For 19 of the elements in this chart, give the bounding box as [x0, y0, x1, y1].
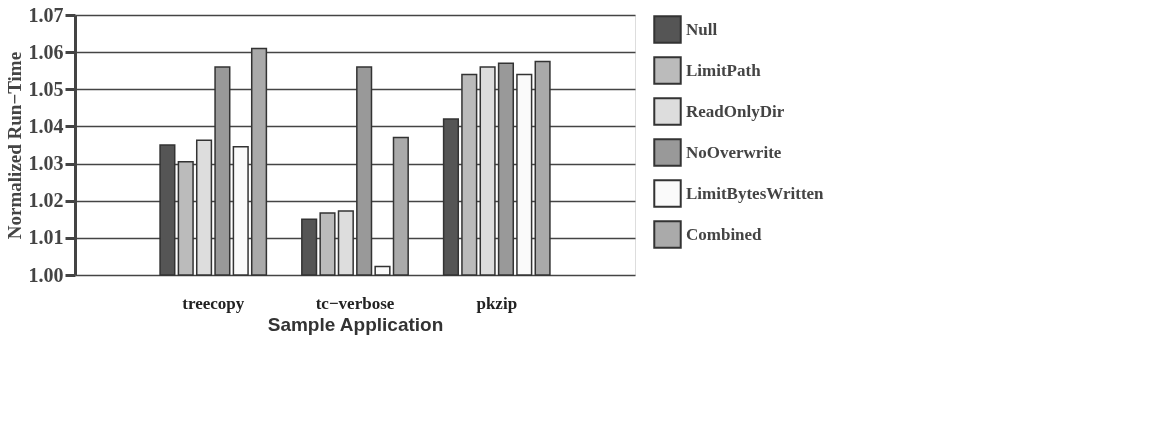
y-axis-title: Normalized Run−Time	[3, 51, 25, 240]
x-axis-title: Sample Application	[267, 313, 444, 335]
y-tick-label: 1.01	[28, 226, 64, 249]
y-tick-label: 1.00	[28, 263, 64, 286]
y-tick-label: 1.07	[28, 3, 64, 26]
legend-label: ReadOnlyDir	[686, 101, 785, 121]
legend-label: LimitPath	[686, 60, 762, 80]
legend-label: Null	[686, 19, 718, 39]
legend-label: Combined	[686, 224, 763, 244]
legend-label: LimitBytesWritten	[686, 183, 825, 203]
x-tick-label: treecopy	[182, 293, 245, 313]
x-tick-label: pkzip	[476, 293, 518, 313]
y-tick-label: 1.06	[28, 40, 64, 63]
x-tick-label: tc−verbose	[315, 293, 395, 313]
y-tick-label: 1.05	[28, 77, 64, 100]
y-tick-label: 1.03	[28, 152, 64, 175]
y-tick-label: 1.04	[28, 114, 64, 137]
y-tick-label: 1.02	[28, 189, 64, 212]
legend-label: NoOverwrite	[686, 142, 782, 162]
